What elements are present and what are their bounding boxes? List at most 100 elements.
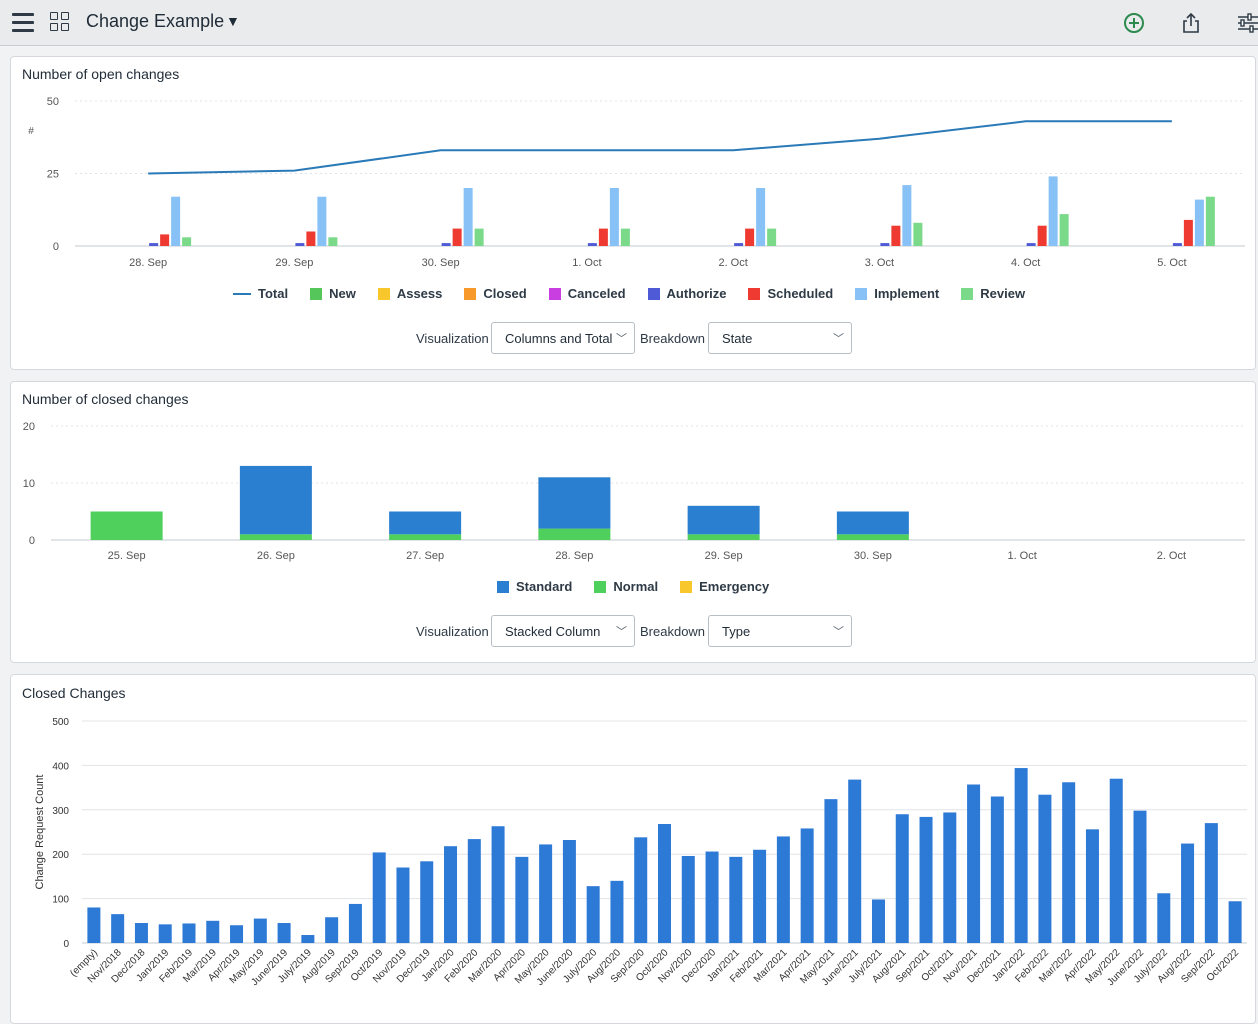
bar-closed — [277, 923, 291, 943]
bar-review — [913, 222, 923, 246]
legend-label: Closed — [483, 286, 527, 301]
bar-closed — [253, 918, 267, 943]
bar-closed — [420, 861, 434, 943]
x-tick-label: 30. Sep — [854, 550, 892, 562]
breakdown-select[interactable]: Type ﹀ — [708, 615, 852, 647]
bar-closed — [824, 799, 838, 943]
legend-label: Scheduled — [767, 286, 834, 301]
bar-closed — [562, 839, 576, 943]
closed-changes-chart: 0 10 20 25. Sep 26. Sep 27. Sep 28. Sep 29. Sep… — [23, 421, 1245, 562]
bar-implement — [902, 185, 912, 246]
bar-review — [620, 228, 630, 246]
y-tick-label: 0 — [63, 939, 69, 950]
bar-closed — [467, 839, 481, 943]
legend-item-normal[interactable]: Normal — [594, 579, 658, 594]
x-tick-label: 30. Sep — [422, 257, 460, 269]
x-tick-label: 4. Oct — [1011, 257, 1040, 269]
bar-standard — [687, 505, 760, 535]
bar-closed — [1062, 782, 1076, 943]
bar-scheduled — [160, 234, 170, 246]
bar-closed — [444, 846, 458, 943]
x-tick-label: 2. Oct — [718, 257, 747, 269]
bar-standard — [538, 477, 611, 529]
bar-closed — [111, 914, 125, 943]
bar-implement — [463, 188, 473, 246]
legend-item-scheduled[interactable]: Scheduled — [748, 286, 833, 301]
chevron-down-icon: ﹀ — [616, 333, 627, 345]
bar-normal — [90, 511, 163, 540]
y-tick-label: 25 — [47, 169, 59, 181]
bar-review — [1205, 196, 1215, 246]
bar-closed — [1038, 794, 1052, 943]
bar-closed — [1109, 778, 1123, 943]
open-changes-chart: 0 25 50 #28. Sep 29. Sep 30. Sep 1. Oct 2. Oct 3… — [28, 96, 1245, 269]
visualization-select[interactable]: Stacked Column ﹀ — [491, 615, 635, 647]
bar-closed — [1133, 810, 1147, 943]
bar-authorize — [295, 243, 305, 246]
y-tick-label: 500 — [52, 717, 69, 728]
bar-closed — [943, 812, 957, 943]
bar-scheduled — [306, 231, 316, 246]
bar-normal — [239, 534, 312, 540]
bar-implement — [171, 196, 181, 246]
bar-closed — [1085, 829, 1099, 943]
breakdown-label: Breakdown — [640, 624, 706, 639]
legend-swatch — [233, 292, 251, 295]
open-changes-panel: Number of open changes 0 25 50 #28. Sep 29. … — [10, 56, 1256, 370]
legend-item-implement[interactable]: Implement — [855, 286, 939, 301]
bar-implement — [756, 188, 766, 246]
legend-item-review[interactable]: Review — [961, 286, 1025, 301]
bar-closed — [230, 925, 244, 943]
bar-closed — [372, 852, 386, 943]
chevron-down-icon[interactable]: ▼ — [226, 13, 240, 29]
bar-closed — [848, 779, 862, 943]
legend-item-canceled[interactable]: Canceled — [548, 286, 626, 301]
legend-item-new[interactable]: New — [310, 286, 356, 301]
legend-item-authorize[interactable]: Authorize — [647, 286, 726, 301]
panel-title: Number of closed changes — [22, 391, 189, 407]
dashboard-title[interactable]: Change Example — [86, 11, 225, 31]
bar-implement — [1194, 199, 1204, 246]
total-line — [148, 120, 1172, 175]
legend-item-total[interactable]: Total — [233, 286, 288, 301]
visualization-select[interactable]: Columns and Total ﹀ — [491, 322, 635, 354]
legend-swatch — [548, 287, 561, 300]
chevron-down-icon: ﹀ — [616, 626, 627, 638]
bar-implement — [317, 196, 327, 246]
legend-swatch — [464, 287, 477, 300]
share-icon[interactable] — [1180, 12, 1202, 34]
bar-closed — [1157, 893, 1171, 943]
legend-item-closed[interactable]: Closed — [464, 286, 527, 301]
legend-item-assess[interactable]: Assess — [377, 286, 442, 301]
x-tick-label: 1. Oct — [572, 257, 601, 269]
visualization-label: Visualization — [416, 331, 489, 346]
bar-closed — [1014, 768, 1028, 943]
bar-scheduled — [1037, 225, 1047, 246]
bar-authorize — [441, 243, 451, 246]
x-tick-label: 29. Sep — [275, 257, 313, 269]
bar-authorize — [880, 243, 890, 246]
menu-icon[interactable] — [12, 13, 34, 33]
top-bar: Change Example ▼ — [0, 0, 1258, 46]
bar-review — [1059, 214, 1069, 246]
bar-closed — [1181, 843, 1195, 943]
breakdown-select[interactable]: State ﹀ — [708, 322, 852, 354]
x-tick-label: 28. Sep — [129, 257, 167, 269]
legend-item-standard[interactable]: Standard — [497, 579, 572, 594]
bar-closed — [1204, 823, 1218, 943]
x-tick-label: 2. Oct — [1157, 550, 1186, 562]
grid-icon[interactable] — [50, 12, 70, 32]
legend-item-emergency[interactable]: Emergency — [680, 579, 769, 594]
bar-standard — [239, 465, 312, 535]
bar-review — [182, 237, 192, 246]
bar-scheduled — [452, 228, 462, 246]
bar-normal — [836, 534, 909, 540]
y-tick-label: 400 — [52, 761, 69, 772]
bar-closed — [515, 856, 529, 943]
closed-changes-panel: Number of closed changes 0 10 20 25. Sep 26.… — [10, 381, 1256, 663]
bar-closed — [705, 851, 719, 943]
filter-sliders-icon[interactable] — [1236, 12, 1258, 34]
add-circle-icon[interactable] — [1123, 12, 1145, 34]
bar-closed — [753, 849, 767, 943]
